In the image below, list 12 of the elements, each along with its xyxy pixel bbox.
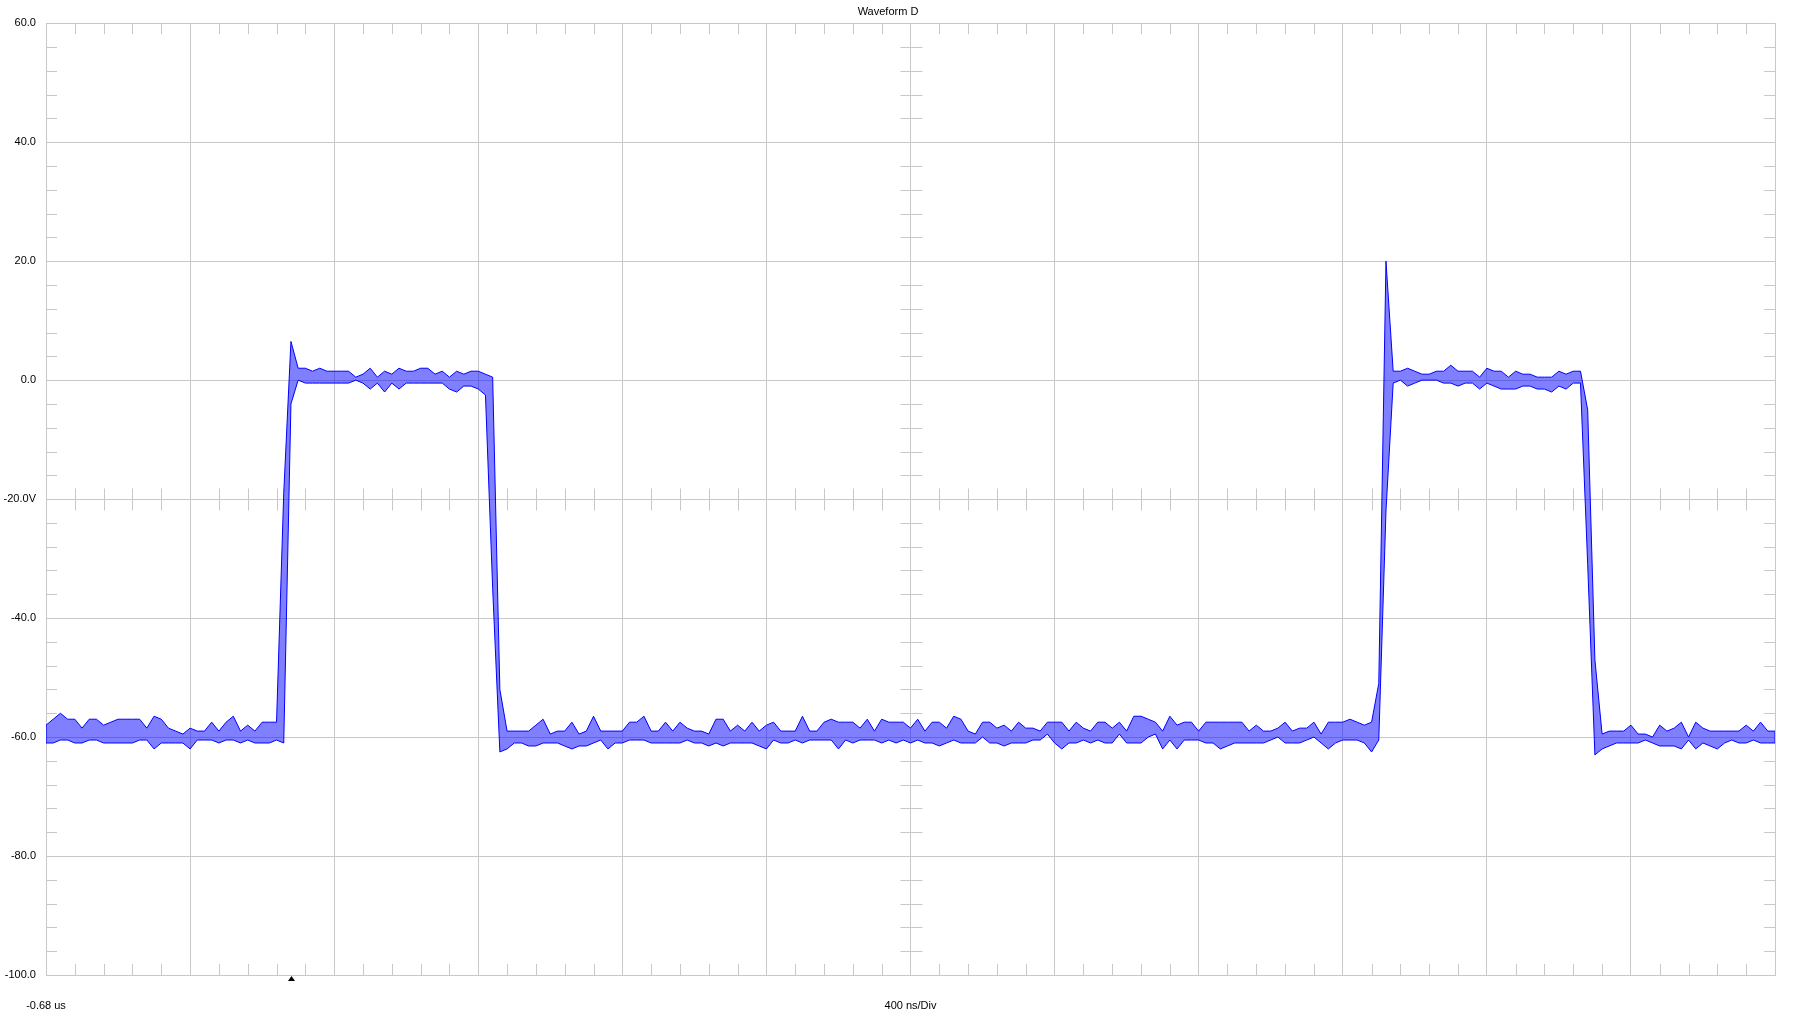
chart-title: Waveform D — [857, 4, 919, 17]
y-tick-label: -40.0 — [10, 611, 36, 624]
y-tick-label: -80.0 — [10, 849, 36, 862]
y-tick-label: -60.0 — [10, 730, 36, 743]
text: -0.68 us — [26, 999, 67, 1012]
y-tick-label: 60.0 — [14, 16, 36, 29]
y-tick-label: -100.0 — [4, 968, 36, 981]
y-tick-label: 0.0 — [20, 373, 36, 386]
y-tick-label: -20.0V — [3, 492, 37, 505]
y-tick-label: 40.0 — [14, 135, 36, 148]
y-tick-label: 20.0 — [14, 254, 36, 267]
x-axis-title: 400 ns/Div — [884, 999, 937, 1012]
